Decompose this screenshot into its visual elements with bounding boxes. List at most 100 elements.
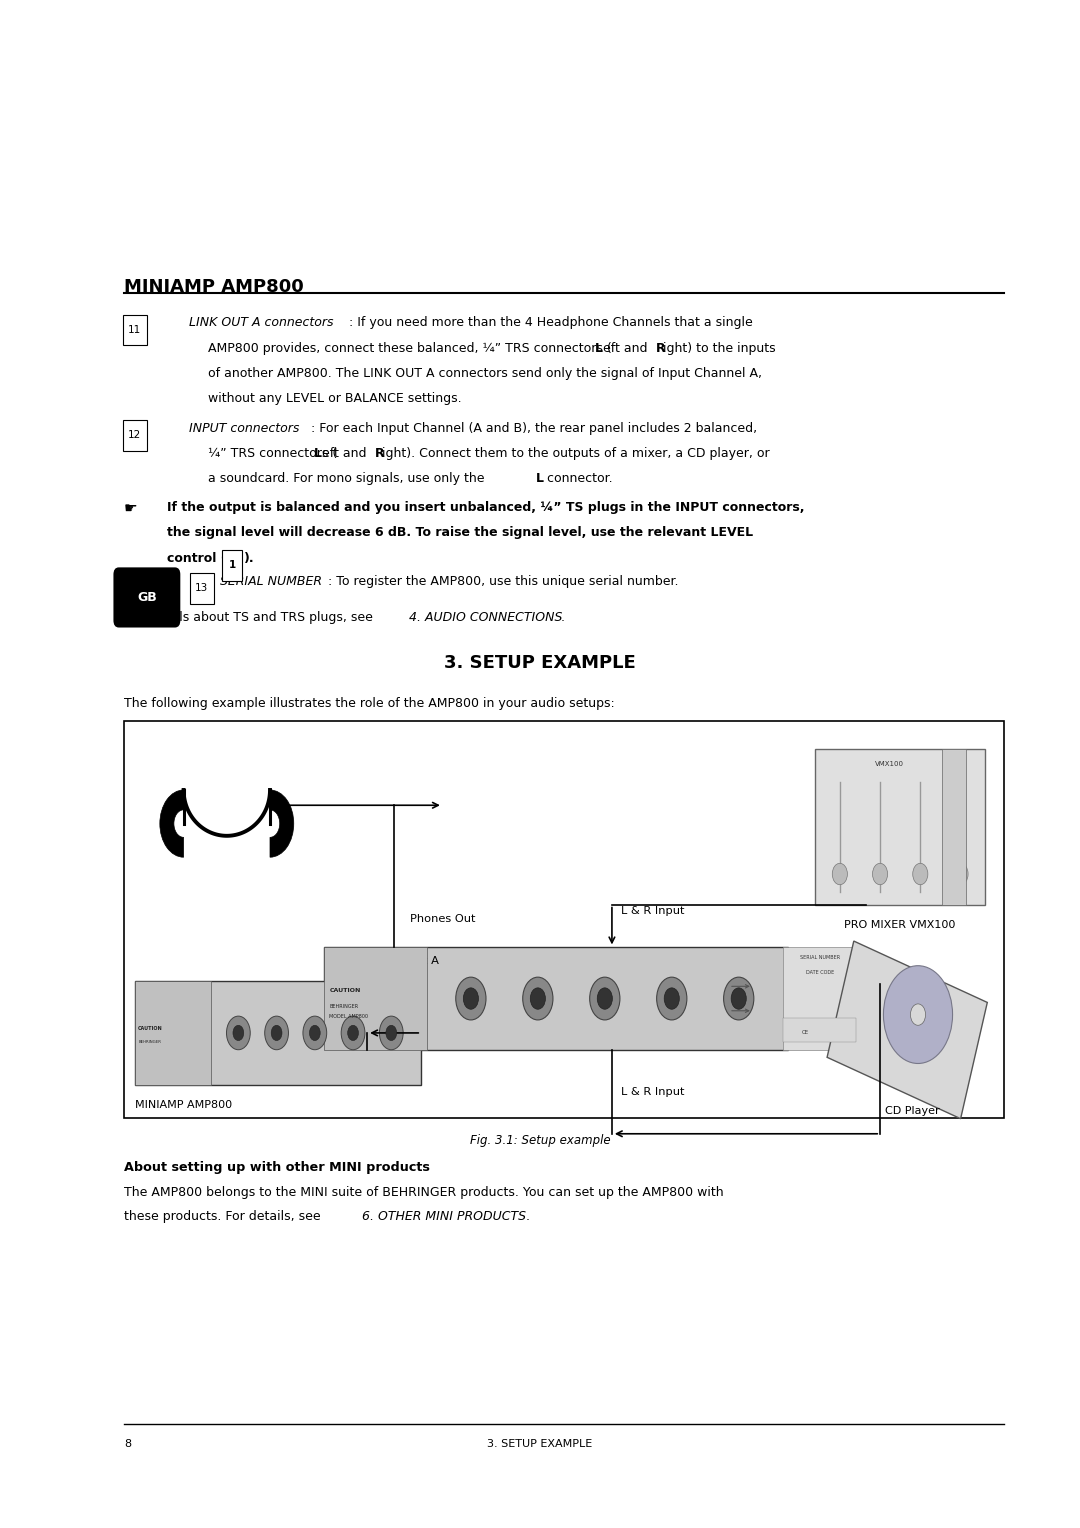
FancyBboxPatch shape [123, 420, 147, 451]
Text: eft and: eft and [603, 341, 651, 354]
Text: SERIAL NUMBER: SERIAL NUMBER [220, 575, 322, 588]
FancyBboxPatch shape [123, 315, 147, 345]
Text: CD Player: CD Player [886, 1106, 940, 1117]
Text: L & R Input: L & R Input [621, 906, 684, 915]
Circle shape [833, 863, 848, 885]
Text: without any LEVEL or BALANCE settings.: without any LEVEL or BALANCE settings. [208, 391, 462, 405]
Text: 3. SETUP EXAMPLE: 3. SETUP EXAMPLE [487, 1439, 593, 1450]
Text: MODEL AMP800: MODEL AMP800 [329, 1015, 368, 1019]
Circle shape [590, 978, 620, 1021]
Circle shape [233, 1025, 244, 1041]
Text: CAUTION: CAUTION [138, 1025, 163, 1031]
Text: GB: GB [137, 591, 157, 604]
Circle shape [724, 978, 754, 1021]
Text: : For each Input Channel (A and B), the rear panel includes 2 balanced,: : For each Input Channel (A and B), the … [311, 422, 757, 435]
Text: Phones Out: Phones Out [410, 914, 476, 924]
Text: Fig. 3.1: Setup example: Fig. 3.1: Setup example [470, 1134, 610, 1148]
Text: R: R [656, 341, 665, 354]
Text: 6. OTHER MINI PRODUCTS: 6. OTHER MINI PRODUCTS [362, 1210, 526, 1224]
Circle shape [227, 1016, 251, 1050]
Text: INPUT connectors: INPUT connectors [189, 422, 299, 435]
Circle shape [303, 1016, 327, 1050]
Text: eft and: eft and [322, 446, 370, 460]
Text: 11: 11 [129, 325, 141, 335]
Circle shape [883, 966, 953, 1063]
Text: VMX100: VMX100 [875, 761, 904, 767]
Bar [324, 947, 788, 1050]
Wedge shape [160, 790, 184, 857]
Circle shape [664, 987, 679, 1008]
Circle shape [873, 863, 888, 885]
Text: 4. AUDIO CONNECTIONS: 4. AUDIO CONNECTIONS [409, 611, 563, 625]
Text: If the output is balanced and you insert unbalanced, ¼” TS plugs in the INPUT co: If the output is balanced and you insert… [167, 501, 805, 515]
Text: L & R Input: L & R Input [621, 1086, 684, 1097]
Text: a soundcard. For mono signals, use only the: a soundcard. For mono signals, use only … [208, 472, 489, 486]
Circle shape [523, 978, 553, 1021]
Text: The AMP800 belongs to the MINI suite of BEHRINGER products. You can set up the A: The AMP800 belongs to the MINI suite of … [124, 1186, 724, 1199]
Circle shape [463, 987, 478, 1008]
Text: L: L [595, 341, 603, 354]
Text: of another AMP800. The LINK OUT A connectors send only the signal of Input Chann: of another AMP800. The LINK OUT A connec… [208, 367, 762, 380]
Bar [124, 721, 1004, 1118]
Text: 8: 8 [124, 1439, 132, 1450]
Circle shape [379, 1016, 403, 1050]
Text: CAUTION: CAUTION [329, 989, 361, 993]
Bar [324, 947, 427, 1050]
Text: 3. SETUP EXAMPLE: 3. SETUP EXAMPLE [444, 654, 636, 672]
Text: 1: 1 [229, 561, 237, 570]
Polygon shape [827, 941, 987, 1118]
Text: these products. For details, see: these products. For details, see [124, 1210, 325, 1224]
Text: .: . [561, 611, 565, 625]
Circle shape [657, 978, 687, 1021]
Circle shape [265, 1016, 288, 1050]
Circle shape [910, 1004, 926, 1025]
Wedge shape [270, 790, 294, 857]
Text: BEHRINGER: BEHRINGER [329, 1004, 359, 1008]
FancyBboxPatch shape [190, 573, 214, 604]
Text: .: . [526, 1210, 530, 1224]
Text: DATE CODE: DATE CODE [806, 970, 834, 975]
Circle shape [913, 863, 928, 885]
Bar [942, 749, 966, 905]
Circle shape [731, 987, 746, 1008]
Text: About setting up with other MINI products: About setting up with other MINI product… [124, 1161, 430, 1175]
Bar [815, 749, 985, 905]
Bar [135, 981, 211, 1085]
Text: SERIAL NUMBER: SERIAL NUMBER [799, 955, 840, 960]
Text: ight) to the inputs: ight) to the inputs [663, 341, 775, 354]
Circle shape [341, 1016, 365, 1050]
Text: ight). Connect them to the outputs of a mixer, a CD player, or: ight). Connect them to the outputs of a … [382, 446, 770, 460]
Text: ).: ). [243, 552, 254, 565]
Text: L: L [536, 472, 543, 486]
Text: AMP800 provides, connect these balanced, ¼” TRS connectors (: AMP800 provides, connect these balanced,… [208, 341, 612, 354]
Circle shape [953, 863, 968, 885]
Text: MINIAMP AMP800: MINIAMP AMP800 [324, 1065, 421, 1076]
Text: MINIAMP AMP800: MINIAMP AMP800 [135, 1100, 232, 1111]
Text: R: R [375, 446, 384, 460]
Bar [135, 981, 421, 1085]
Text: MINIAMP AMP800: MINIAMP AMP800 [124, 278, 303, 296]
Text: connector.: connector. [543, 472, 612, 486]
Text: For details about TS and TRS plugs, see: For details about TS and TRS plugs, see [124, 611, 377, 625]
Text: 12: 12 [129, 431, 141, 440]
Circle shape [348, 1025, 359, 1041]
Circle shape [456, 978, 486, 1021]
Text: L: L [314, 446, 322, 460]
Text: ☛: ☛ [124, 501, 138, 516]
Text: : To register the AMP800, use this unique serial number.: : To register the AMP800, use this uniqu… [328, 575, 679, 588]
Text: The following example illustrates the role of the AMP800 in your audio setups:: The following example illustrates the ro… [124, 697, 615, 711]
Text: : If you need more than the 4 Headphone Channels that a single: : If you need more than the 4 Headphone … [349, 316, 753, 330]
Text: PRO MIXER VMX100: PRO MIXER VMX100 [845, 920, 956, 931]
Text: L & R Link Out A: L & R Link Out A [346, 955, 438, 966]
Circle shape [310, 1025, 321, 1041]
Text: 13: 13 [195, 584, 208, 593]
FancyBboxPatch shape [114, 568, 179, 626]
Text: BEHRINGER: BEHRINGER [138, 1041, 161, 1044]
Circle shape [271, 1025, 282, 1041]
Text: ¼” TRS connectors (: ¼” TRS connectors ( [208, 446, 338, 460]
FancyBboxPatch shape [222, 550, 242, 581]
Text: control (: control ( [167, 552, 227, 565]
Text: LINK OUT A connectors: LINK OUT A connectors [189, 316, 334, 330]
Bar [783, 947, 856, 1050]
Text: CE: CE [801, 1030, 809, 1034]
